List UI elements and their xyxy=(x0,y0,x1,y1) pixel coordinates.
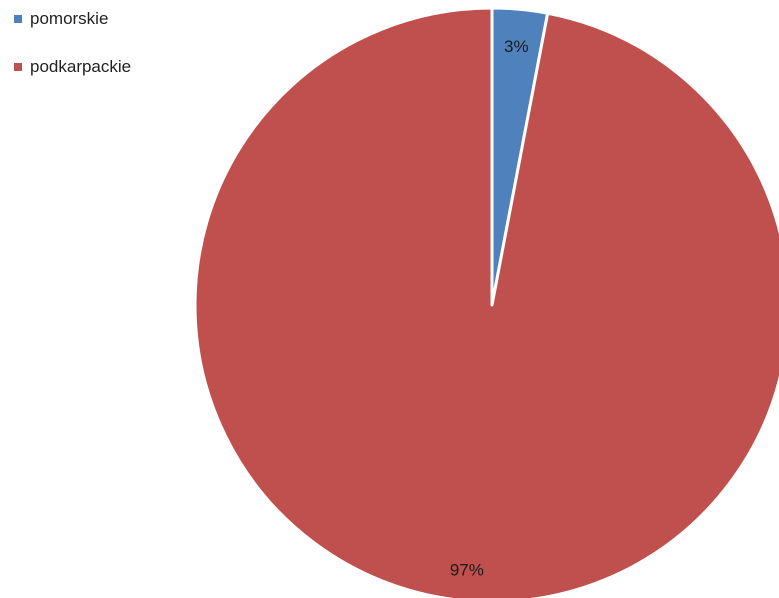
legend-label-podkarpackie: podkarpackie xyxy=(30,57,132,76)
legend-item-pomorskie: pomorskie xyxy=(14,8,131,30)
pie-slices xyxy=(193,6,779,598)
legend-label-pomorskie: pomorskie xyxy=(30,9,109,28)
legend-swatch-pomorskie xyxy=(14,15,22,23)
data-labels: 3% 97% xyxy=(450,37,529,579)
legend: pomorskie podkarpackie xyxy=(14,8,131,104)
legend-item-podkarpackie: podkarpackie xyxy=(14,56,131,78)
pie-slice-podkarpackie xyxy=(193,6,779,598)
data-label-pomorskie: 3% xyxy=(504,37,529,56)
data-label-podkarpackie: 97% xyxy=(450,561,484,580)
legend-swatch-podkarpackie xyxy=(14,63,22,71)
